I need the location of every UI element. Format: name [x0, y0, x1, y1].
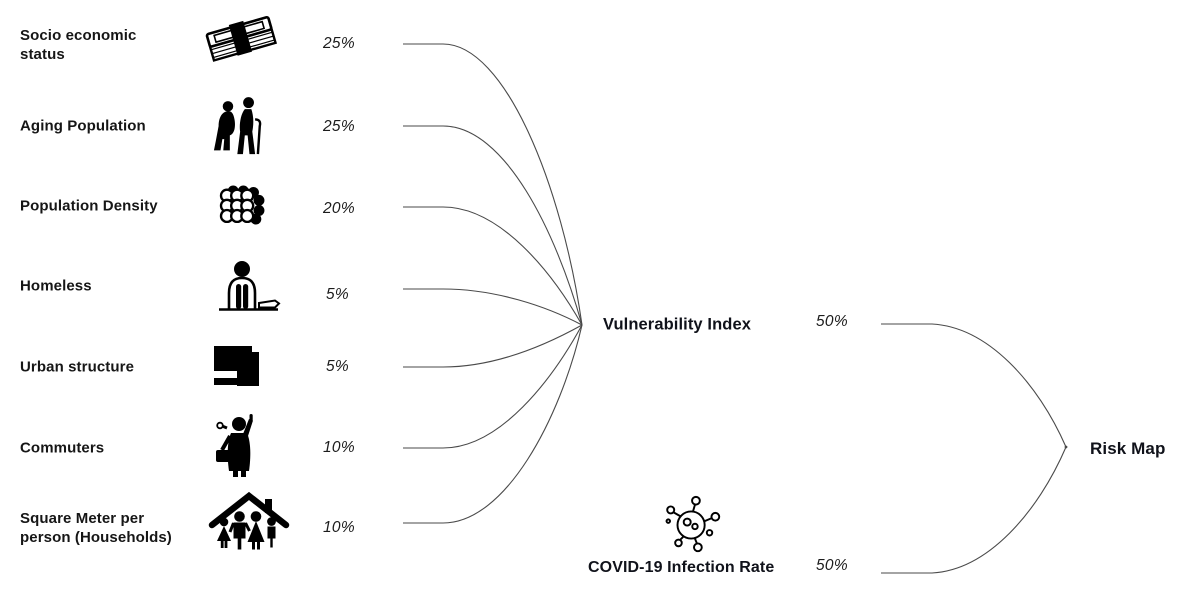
factor-label: Commuters: [20, 439, 105, 457]
vulnerability-index-label: Vulnerability Index: [603, 315, 751, 334]
factor-weight: 5%: [326, 286, 350, 303]
factor-weight: 5%: [326, 358, 350, 375]
factor-label: Aging Population: [20, 117, 146, 135]
virus-icon: [658, 492, 730, 558]
factor-weight: 25%: [323, 118, 355, 135]
crowd-cluster-icon: [216, 182, 266, 228]
factor-label: Socio economic status: [20, 27, 137, 63]
factor-label: Population Density: [20, 197, 158, 215]
elderly-couple-icon: [213, 94, 271, 158]
family-under-roof-icon: [208, 489, 290, 551]
factor-label: Square Meter per person (Households): [20, 510, 172, 546]
factor-weight: 25%: [323, 35, 355, 52]
factor-weight: 20%: [323, 200, 355, 217]
risk-map-label: Risk Map: [1090, 439, 1166, 458]
factor-label: Homeless: [20, 277, 92, 295]
factor-label: Urban structure: [20, 358, 135, 376]
building-blocks-icon: [212, 343, 266, 389]
homeless-person-icon: [212, 259, 284, 315]
commuter-person-icon: [214, 412, 264, 478]
vulnerability-index-weight: 50%: [816, 313, 848, 330]
banknotes-stack-icon: [202, 16, 282, 68]
covid-infection-rate-weight: 50%: [816, 557, 848, 574]
factor-weight: 10%: [323, 439, 355, 456]
covid-infection-rate-label: COVID-19 Infection Rate: [588, 559, 775, 576]
factor-weight: 10%: [323, 519, 355, 536]
